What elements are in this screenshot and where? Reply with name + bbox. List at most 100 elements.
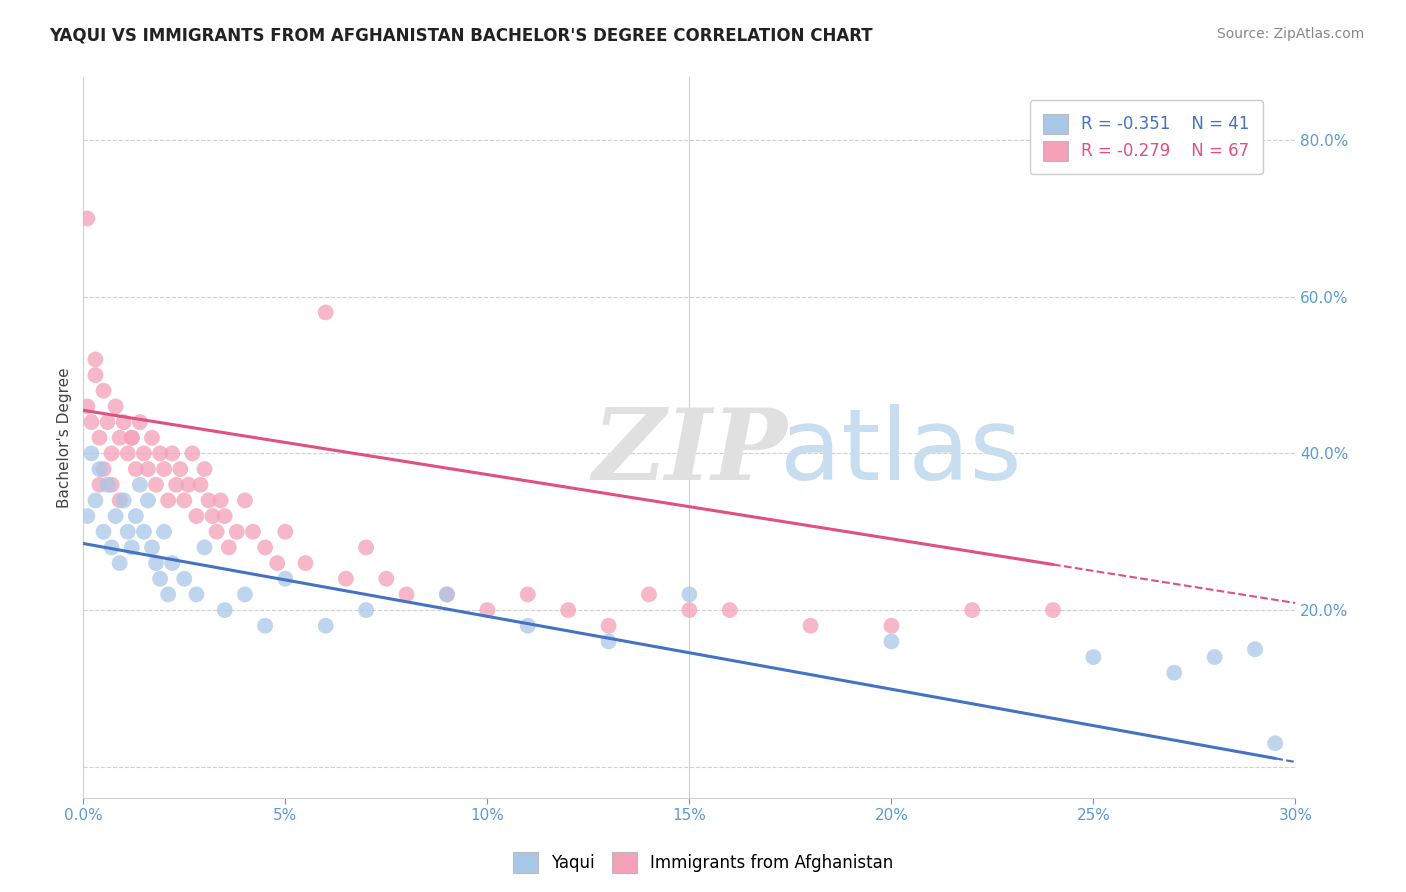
Point: [186, 509, 208, 524]
Point: [104, 400, 127, 414]
Point: [718, 603, 741, 617]
Point: [76, 509, 98, 524]
Point: [354, 603, 377, 617]
Point: [153, 462, 176, 476]
Point: [1244, 642, 1267, 657]
Point: [1264, 736, 1286, 750]
Point: [136, 493, 159, 508]
Point: [436, 587, 458, 601]
Point: [477, 603, 499, 617]
Point: [274, 572, 297, 586]
Point: [177, 477, 200, 491]
Point: [375, 572, 398, 586]
Point: [121, 431, 143, 445]
Point: [149, 446, 172, 460]
Point: [160, 446, 183, 460]
Point: [96, 415, 118, 429]
Text: Source: ZipAtlas.com: Source: ZipAtlas.com: [1216, 27, 1364, 41]
Point: [960, 603, 983, 617]
Point: [125, 462, 148, 476]
Point: [193, 462, 215, 476]
Point: [218, 541, 240, 555]
Point: [1163, 665, 1185, 680]
Point: [254, 619, 277, 633]
Legend: R = -0.351    N = 41, R = -0.279    N = 67: R = -0.351 N = 41, R = -0.279 N = 67: [1029, 100, 1263, 174]
Point: [354, 541, 377, 555]
Point: [112, 415, 135, 429]
Point: [160, 556, 183, 570]
Point: [678, 603, 700, 617]
Point: [93, 524, 115, 539]
Point: [125, 509, 148, 524]
Point: [1083, 650, 1105, 665]
Point: [294, 556, 316, 570]
Point: [436, 587, 458, 601]
Point: [186, 587, 208, 601]
Point: [108, 493, 131, 508]
Point: [335, 572, 357, 586]
Point: [89, 431, 111, 445]
Text: ZIP: ZIP: [592, 404, 787, 500]
Point: [136, 462, 159, 476]
Point: [89, 477, 111, 491]
Point: [1204, 650, 1226, 665]
Point: [141, 431, 163, 445]
Point: [800, 619, 823, 633]
Point: [193, 541, 215, 555]
Point: [516, 619, 538, 633]
Point: [197, 493, 219, 508]
Point: [214, 509, 236, 524]
Point: [242, 524, 264, 539]
Point: [84, 368, 107, 383]
Point: [100, 446, 122, 460]
Point: [678, 587, 700, 601]
Point: [880, 619, 903, 633]
Point: [205, 524, 228, 539]
Point: [96, 477, 118, 491]
Point: [153, 524, 176, 539]
Point: [516, 587, 538, 601]
Point: [557, 603, 579, 617]
Point: [190, 477, 212, 491]
Point: [266, 556, 288, 570]
Point: [128, 415, 150, 429]
Point: [315, 305, 337, 319]
Point: [121, 541, 143, 555]
Point: [84, 352, 107, 367]
Point: [80, 415, 103, 429]
Point: [141, 541, 163, 555]
Point: [108, 556, 131, 570]
Point: [165, 477, 187, 491]
Point: [100, 541, 122, 555]
Point: [117, 446, 139, 460]
Point: [274, 524, 297, 539]
Point: [117, 524, 139, 539]
Point: [395, 587, 418, 601]
Point: [173, 493, 195, 508]
Y-axis label: Bachelor's Degree: Bachelor's Degree: [58, 368, 72, 508]
Point: [214, 603, 236, 617]
Point: [145, 556, 167, 570]
Legend: Yaqui, Immigrants from Afghanistan: Yaqui, Immigrants from Afghanistan: [506, 846, 900, 880]
Point: [112, 493, 135, 508]
Point: [233, 493, 256, 508]
Point: [638, 587, 661, 601]
Point: [157, 587, 180, 601]
Point: [225, 524, 247, 539]
Point: [108, 431, 131, 445]
Point: [254, 541, 277, 555]
Point: [149, 572, 172, 586]
Point: [80, 446, 103, 460]
Point: [84, 493, 107, 508]
Point: [157, 493, 180, 508]
Point: [100, 477, 122, 491]
Point: [233, 587, 256, 601]
Point: [173, 572, 195, 586]
Point: [76, 400, 98, 414]
Point: [93, 384, 115, 398]
Point: [76, 211, 98, 226]
Point: [598, 634, 620, 648]
Text: atlas: atlas: [780, 404, 1022, 500]
Point: [132, 524, 155, 539]
Point: [89, 462, 111, 476]
